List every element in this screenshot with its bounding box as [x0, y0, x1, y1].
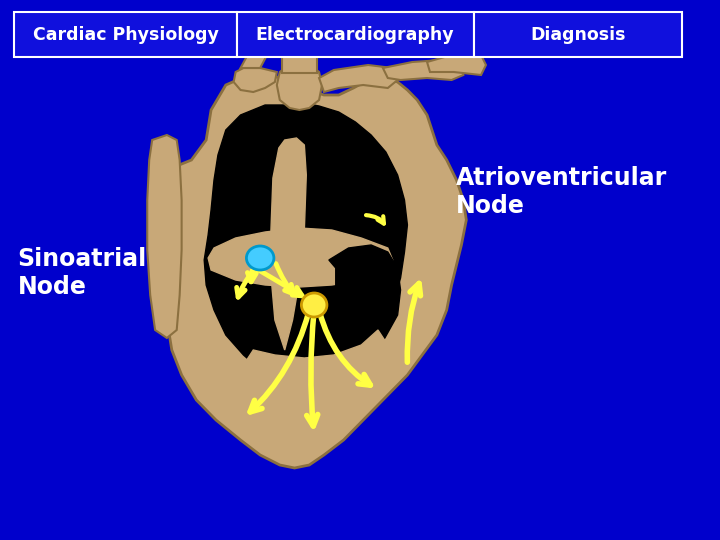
- Ellipse shape: [246, 246, 274, 270]
- Bar: [14, 12, 237, 57]
- Polygon shape: [271, 138, 306, 350]
- Ellipse shape: [302, 293, 327, 317]
- Polygon shape: [319, 65, 397, 92]
- Polygon shape: [324, 245, 400, 362]
- Bar: [282, 38, 317, 73]
- Bar: [474, 12, 682, 57]
- Polygon shape: [204, 103, 408, 385]
- Polygon shape: [383, 60, 464, 80]
- Text: Diagnosis: Diagnosis: [530, 25, 626, 44]
- Polygon shape: [208, 228, 392, 287]
- Polygon shape: [240, 38, 269, 68]
- Text: Electrocardiography: Electrocardiography: [256, 25, 454, 44]
- Text: Cardiac Physiology: Cardiac Physiology: [32, 25, 218, 44]
- Ellipse shape: [282, 30, 317, 46]
- Text: Atrioventricular
Node: Atrioventricular Node: [456, 166, 667, 218]
- Text: Sinoatrial
Node: Sinoatrial Node: [18, 247, 147, 299]
- Polygon shape: [234, 68, 277, 92]
- Polygon shape: [277, 68, 322, 110]
- Polygon shape: [148, 135, 181, 338]
- Polygon shape: [427, 55, 486, 75]
- Polygon shape: [243, 330, 388, 390]
- Bar: [237, 12, 474, 57]
- Polygon shape: [152, 72, 467, 468]
